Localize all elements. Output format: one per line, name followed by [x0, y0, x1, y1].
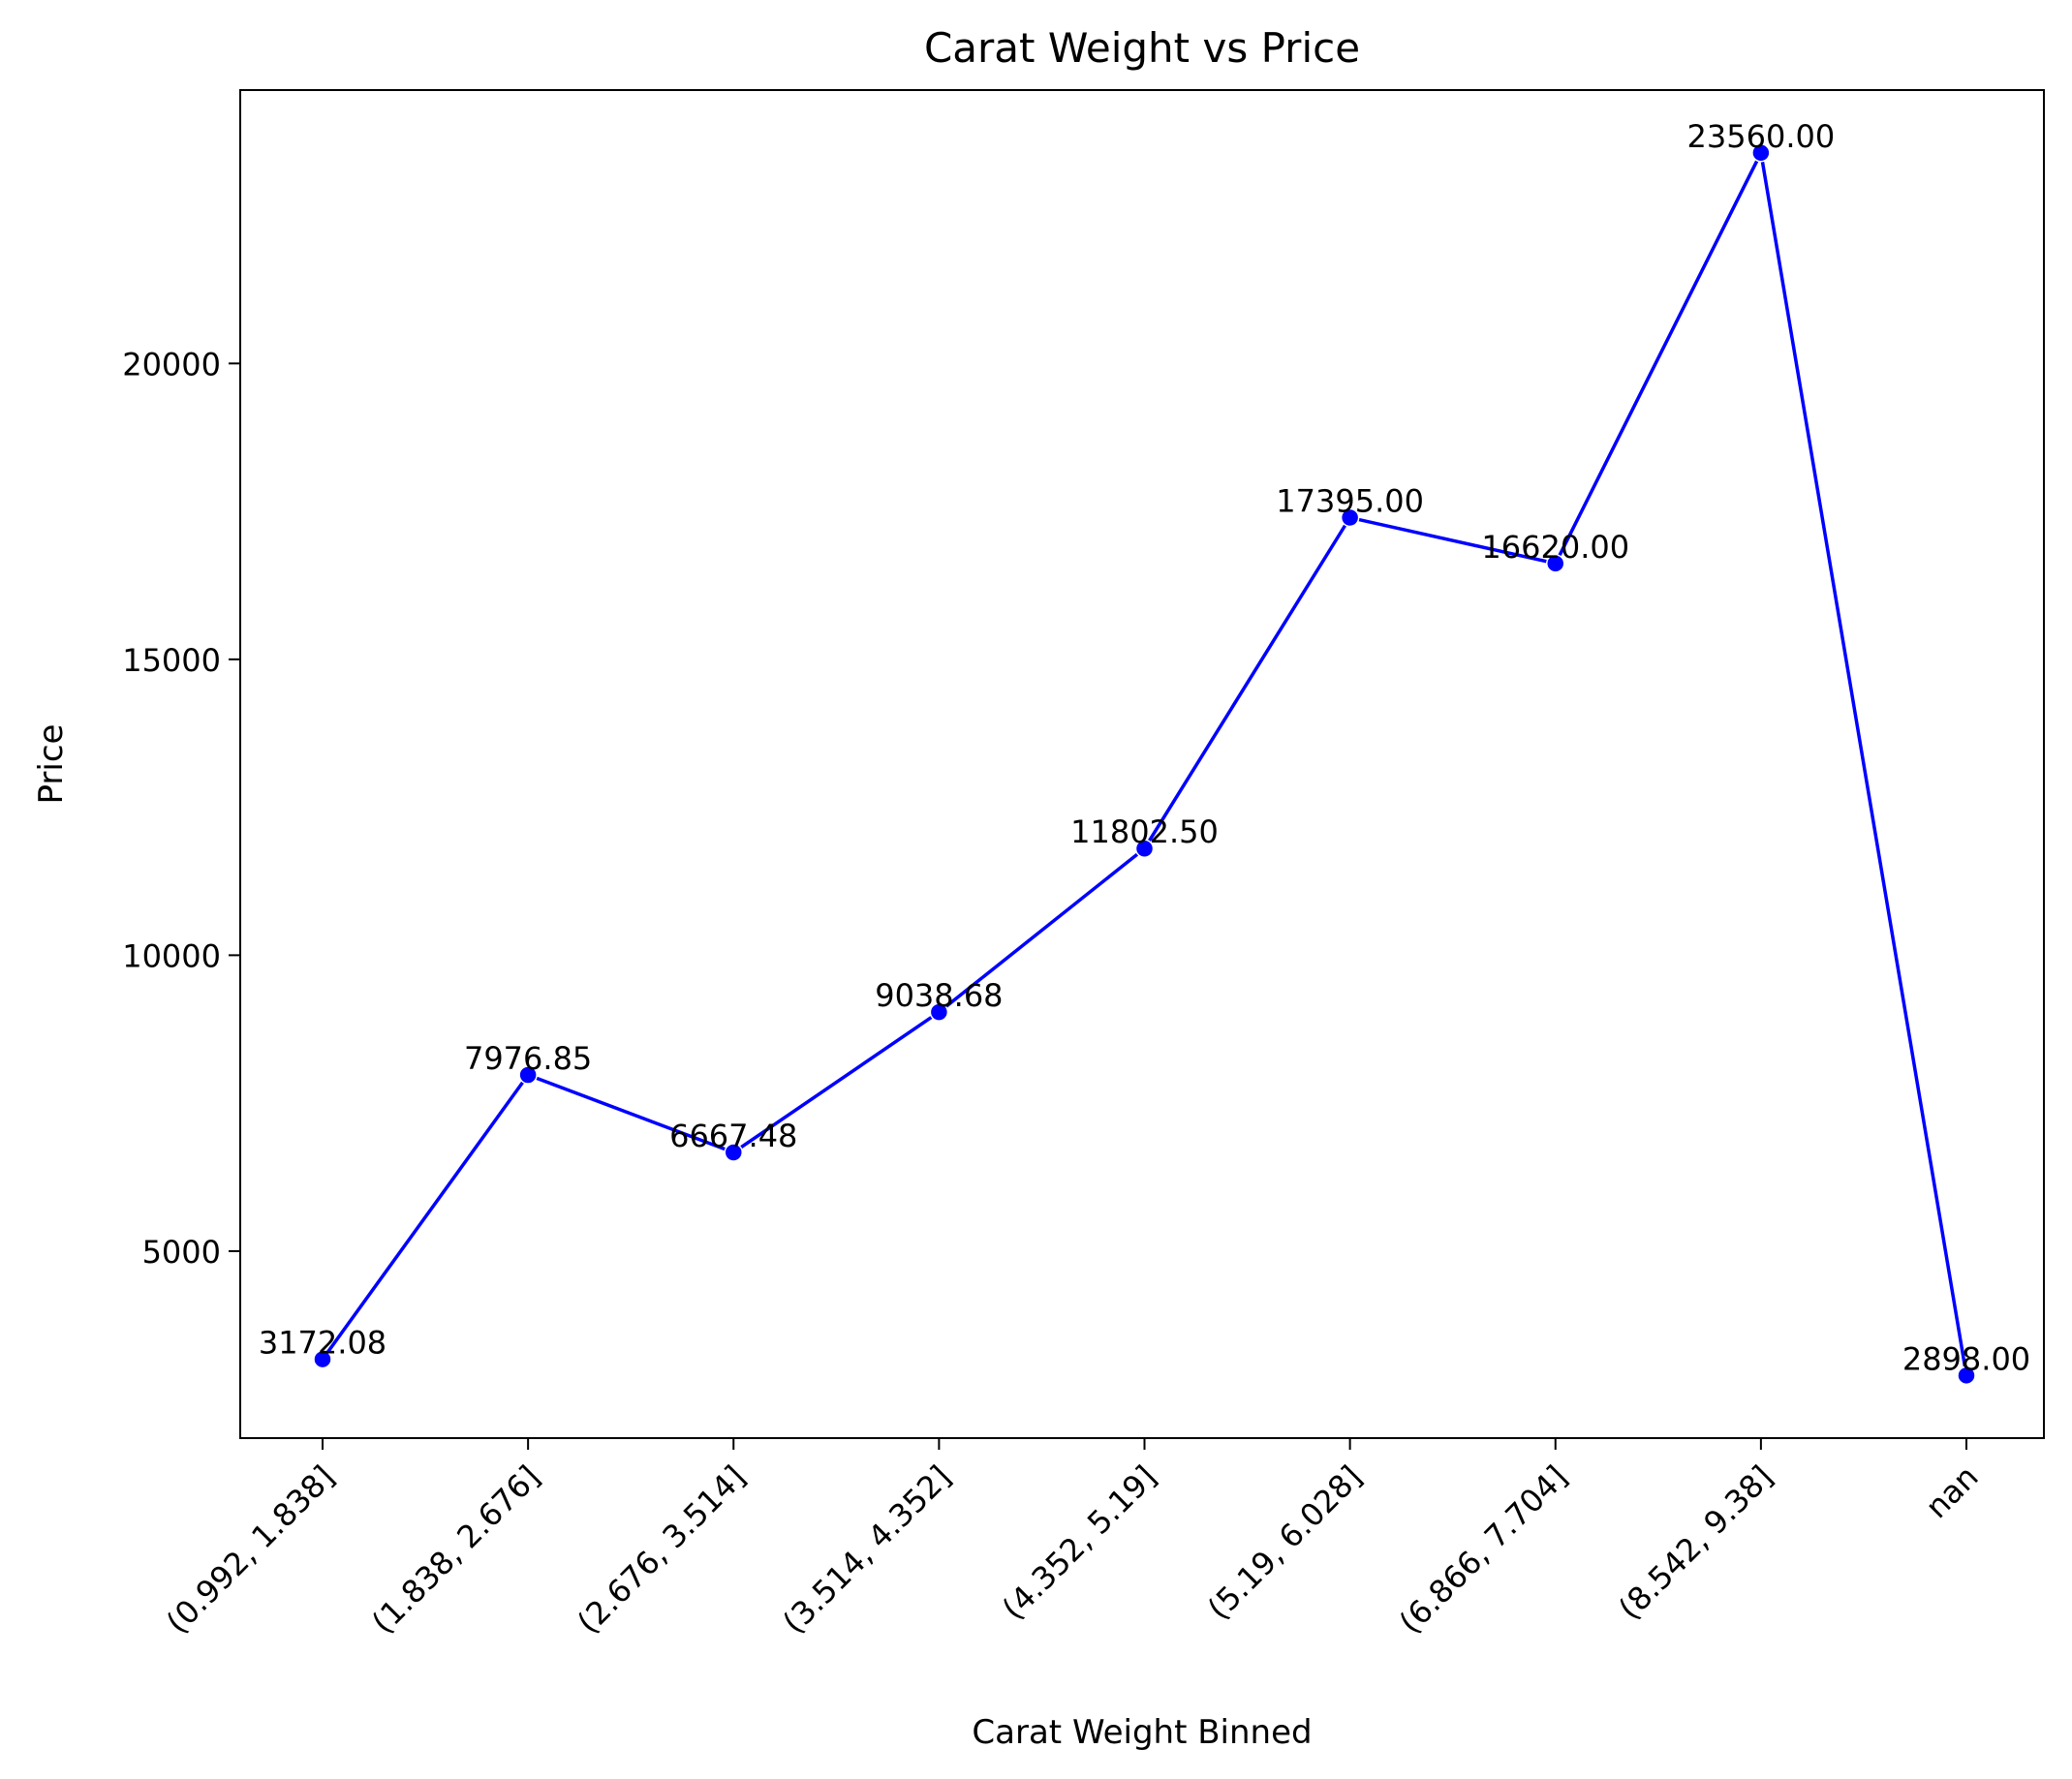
data-point — [1546, 554, 1565, 573]
x-axis-label: Carat Weight Binned — [972, 1713, 1312, 1752]
data-label: 9038.68 — [875, 977, 1003, 1014]
data-point — [1340, 507, 1360, 528]
y-axis: 5000 10000 15000 20000 — [122, 346, 240, 1271]
data-point — [929, 1002, 949, 1022]
data-point — [1134, 839, 1155, 858]
price-series — [313, 143, 1976, 1386]
y-axis-label: Price — [32, 724, 71, 805]
y-tick-label: 15000 — [122, 642, 221, 679]
data-label: 17395.00 — [1276, 482, 1424, 519]
data-label: 2898.00 — [1902, 1340, 2030, 1377]
data-label: 3172.08 — [259, 1325, 387, 1362]
plot-area-frame — [239, 89, 2045, 1439]
data-labels: 3172.08 7976.85 6667.48 9038.68 11802.50 1739… — [259, 118, 2030, 1378]
data-label: 16620.00 — [1481, 529, 1629, 566]
data-point — [518, 1065, 538, 1085]
y-tick-label: 5000 — [142, 1234, 221, 1271]
data-label: 23560.00 — [1687, 118, 1836, 155]
y-tick-label: 10000 — [122, 937, 221, 974]
y-tick-label: 20000 — [122, 346, 221, 383]
data-label: 6667.48 — [669, 1118, 797, 1154]
data-label: 7976.85 — [464, 1040, 592, 1077]
data-point — [1957, 1365, 1976, 1386]
data-point — [313, 1349, 332, 1369]
chart-title: Carat Weight vs Price — [924, 24, 1360, 72]
data-point — [724, 1143, 743, 1162]
data-label: 11802.50 — [1070, 813, 1219, 850]
data-point — [1751, 143, 1771, 163]
